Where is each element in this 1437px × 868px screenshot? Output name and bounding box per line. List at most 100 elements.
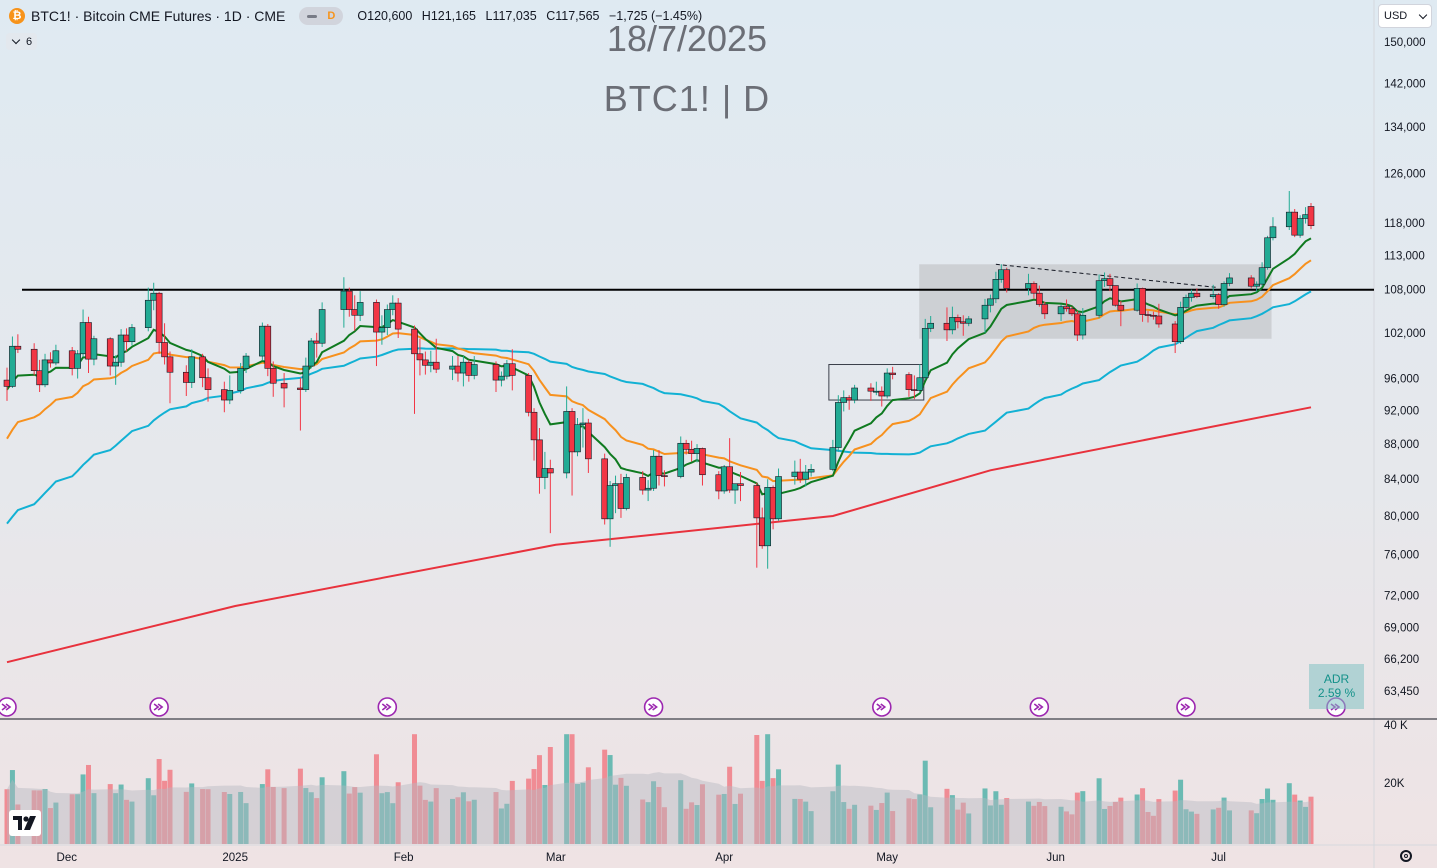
- event-marker-arrows: [1033, 703, 1044, 711]
- candle-body: [1117, 304, 1125, 311]
- candle-body: [878, 390, 886, 397]
- volume-bar-down: [890, 811, 896, 844]
- indicators-toggle[interactable]: 6: [6, 33, 38, 50]
- candle-body: [422, 359, 429, 366]
- gear-icon[interactable]: [1400, 850, 1412, 862]
- candle-body: [644, 487, 652, 491]
- candle-body: [47, 359, 54, 364]
- volume-bar-up: [428, 801, 434, 844]
- candle-body: [85, 322, 92, 360]
- volume-bar-down: [906, 798, 912, 844]
- y-tick-label: 76,000: [1384, 550, 1419, 562]
- candle-body: [36, 370, 43, 386]
- candle-down: [166, 351, 174, 404]
- volume-bar-up: [243, 803, 249, 844]
- candle-down: [30, 343, 38, 376]
- data-status-pill[interactable]: D: [299, 7, 344, 25]
- event-marker-icon[interactable]: [377, 697, 398, 717]
- candle-up: [574, 418, 581, 457]
- event-marker-icon[interactable]: [149, 697, 169, 717]
- candle-down: [204, 368, 212, 402]
- candle-up: [775, 468, 782, 521]
- candle-down: [525, 373, 532, 417]
- candle-up: [74, 350, 81, 379]
- volume-bar-up: [776, 769, 782, 844]
- volume-bar-down: [661, 807, 667, 844]
- candle-down: [1112, 285, 1119, 307]
- candle-body: [834, 402, 842, 448]
- candle-down: [530, 408, 538, 461]
- candle-body: [965, 318, 973, 324]
- candle-body: [1144, 314, 1152, 316]
- event-marker-icon[interactable]: [871, 697, 892, 717]
- candle-body: [563, 411, 570, 474]
- candle-body: [3, 379, 11, 387]
- ohlc-open: O120,600: [357, 9, 413, 23]
- volume-bar-up: [1303, 806, 1309, 844]
- candle-body: [574, 424, 581, 453]
- candle-down: [345, 287, 353, 317]
- volume-bar-down: [422, 799, 428, 844]
- event-marker-icon[interactable]: [1176, 697, 1196, 717]
- candle-down: [183, 365, 190, 396]
- volume-bar-up: [949, 795, 955, 844]
- candle-down: [1171, 321, 1179, 354]
- volume-bar-up: [9, 770, 15, 844]
- volume-bar-down: [1118, 797, 1124, 844]
- volume-bar-down: [727, 766, 733, 844]
- candle-body: [617, 483, 625, 509]
- candle-body: [389, 302, 397, 310]
- candle-body: [74, 353, 81, 369]
- candle-down: [661, 470, 668, 487]
- volume-bar-up: [1134, 794, 1140, 844]
- event-marker-icon[interactable]: [643, 697, 664, 717]
- volume-bar-up: [498, 808, 504, 844]
- volume-bar-up: [1259, 799, 1265, 844]
- volume-bar-up: [993, 791, 999, 844]
- y-tick-label: 84,000: [1384, 474, 1419, 486]
- candle-down: [1247, 275, 1255, 289]
- candle-body: [378, 327, 386, 333]
- symbol-title[interactable]: BTC1! · Bitcoin CME Futures · 1D · CME: [31, 8, 286, 24]
- candle-up: [41, 353, 49, 388]
- candle-body: [720, 466, 728, 492]
- volume-bar-up: [113, 793, 119, 844]
- volume-bar-down: [759, 780, 765, 844]
- candle-body: [1188, 292, 1195, 298]
- pill-label: D: [327, 10, 336, 22]
- candle-body: [161, 342, 168, 358]
- event-marker-icon[interactable]: [0, 697, 17, 717]
- candle-down: [1106, 273, 1114, 292]
- event-marker-icon[interactable]: [1029, 697, 1050, 717]
- volume-bar-down: [1194, 813, 1200, 844]
- candle-up: [1285, 191, 1293, 230]
- volume-bar-down: [569, 734, 575, 844]
- candle-up: [307, 337, 315, 369]
- currency-button[interactable]: USD: [1378, 4, 1432, 28]
- candle-body: [1226, 277, 1233, 284]
- volume-bar-up: [390, 803, 396, 844]
- candle-up: [302, 357, 310, 392]
- tradingview-logo[interactable]: [9, 810, 41, 836]
- candle-body: [650, 455, 657, 489]
- volume-bar-down: [346, 793, 352, 844]
- indicators-count: 6: [26, 35, 33, 48]
- candle-up: [1226, 273, 1233, 287]
- volume-bar-up: [341, 771, 347, 844]
- candle-up: [1269, 217, 1277, 241]
- volume-bar-down: [156, 759, 162, 844]
- volume-bar-up: [873, 809, 879, 844]
- volume-bar-down: [352, 787, 358, 844]
- adr-badge: ADR 2.59 %: [1309, 664, 1364, 709]
- candle-up: [259, 322, 266, 361]
- volume-bar-down: [1074, 792, 1080, 844]
- volume-bar-up: [835, 764, 841, 844]
- candle-body: [1291, 211, 1298, 236]
- volume-bar-down: [1004, 798, 1010, 844]
- candle-body: [867, 387, 875, 392]
- bitcoin-icon: ₿: [9, 8, 25, 24]
- volume-bar-up: [542, 784, 548, 844]
- volume-bar-down: [314, 798, 320, 844]
- candle-body: [318, 309, 326, 344]
